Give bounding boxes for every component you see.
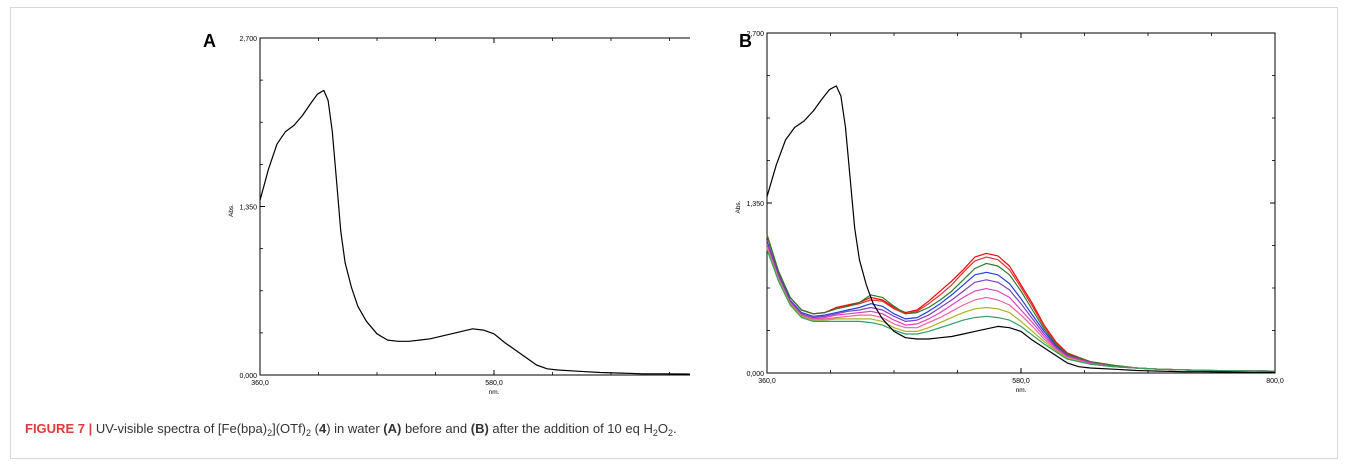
spectrum-line bbox=[766, 234, 1276, 372]
y-axis-label: Abs. bbox=[228, 204, 235, 217]
y-tick-label: 2,700 bbox=[239, 36, 257, 43]
caption-sub: 2 bbox=[652, 428, 658, 438]
y-tick-label: 2,700 bbox=[746, 31, 764, 38]
spectrum-line bbox=[259, 89, 690, 375]
panel-b-letter: B bbox=[739, 31, 752, 51]
caption-text: ](OTf) bbox=[272, 421, 307, 436]
caption-text: ( bbox=[311, 421, 319, 436]
x-tick-label: 580,0 bbox=[485, 380, 503, 387]
spectrum-line bbox=[766, 249, 1276, 372]
caption-panel-b: (B) bbox=[470, 421, 489, 436]
x-axis-label: nm. bbox=[1016, 387, 1027, 394]
spectrum-line bbox=[766, 85, 1275, 373]
caption-figure-label: FIGURE 7 | bbox=[25, 421, 93, 436]
caption-text: . bbox=[673, 421, 677, 436]
y-axis-label: Abs. bbox=[735, 200, 742, 213]
caption-panel-a: (A) bbox=[383, 421, 402, 436]
caption-text: after the addition of 10 eq H bbox=[488, 421, 653, 436]
caption-sub: 2 bbox=[306, 428, 312, 438]
x-tick-label: 800,0 bbox=[1266, 378, 1284, 385]
panel-a-letter: A bbox=[203, 31, 216, 51]
x-tick-label: 360,0 bbox=[251, 380, 269, 387]
caption-text: ) in water bbox=[326, 421, 384, 436]
spectrum-line bbox=[766, 244, 1276, 372]
spectrum-line bbox=[766, 246, 1276, 372]
y-tick-label: 1,350 bbox=[239, 205, 257, 212]
x-axis-label: nm. bbox=[489, 389, 500, 396]
x-tick-label: 580,0 bbox=[1012, 378, 1030, 385]
caption-sub: 2 bbox=[667, 428, 673, 438]
caption-text: UV-visible spectra of [Fe(bpa) bbox=[92, 421, 268, 436]
caption-sub: 2 bbox=[267, 428, 273, 438]
figure-frame bbox=[10, 7, 1338, 459]
figure-caption: FIGURE 7 | UV-visible spectra of [Fe(bpa… bbox=[25, 421, 677, 438]
y-tick-label: 0,000 bbox=[239, 373, 257, 380]
y-tick-label: 1,350 bbox=[746, 201, 764, 208]
caption-text: before and bbox=[401, 421, 471, 436]
y-tick-label: 0,000 bbox=[746, 371, 764, 378]
caption-compound: 4 bbox=[318, 421, 327, 436]
x-tick-label: 360,0 bbox=[758, 378, 776, 385]
caption-text: O bbox=[657, 421, 668, 436]
plot-frame bbox=[259, 37, 690, 376]
